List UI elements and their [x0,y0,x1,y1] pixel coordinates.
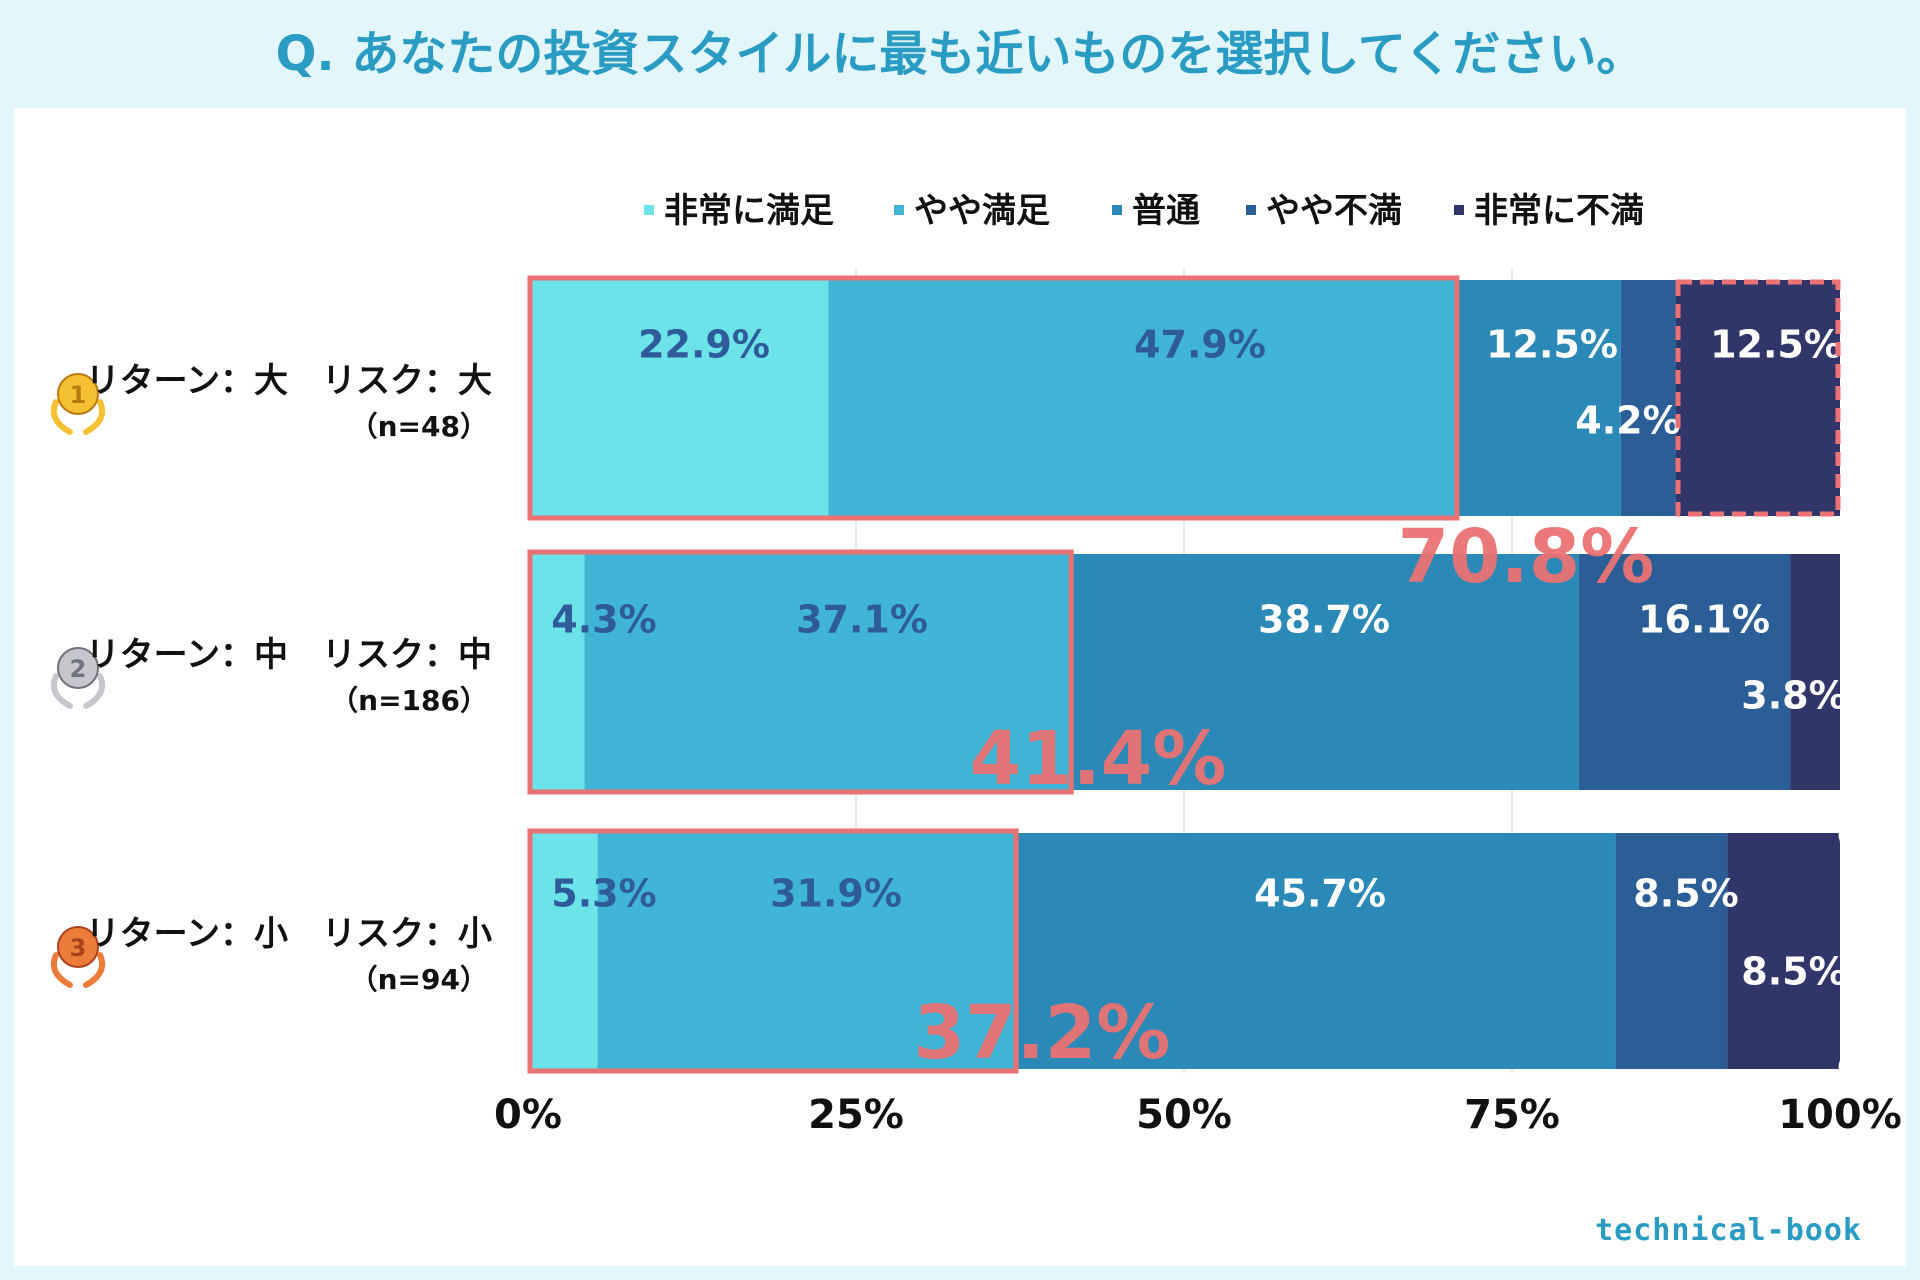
data-label-r3-s4: 8.5% [1633,872,1738,916]
x-tick-label-4: 75% [1464,1092,1560,1138]
x-tick-label-5: 100% [1778,1092,1902,1138]
category-label-r2: リターン：中 リスク：中 [86,635,492,675]
satisfied-total-label-r1: 70.8% [1398,514,1655,600]
bar-segment-r1-s5 [1676,280,1840,516]
legend-marker-3 [1112,205,1122,215]
legend-label-4: やや不満 [1266,191,1402,231]
bar-segment-r3-s3 [1016,833,1616,1069]
legend-label-3: 普通 [1132,191,1200,231]
data-label-r3-s2: 31.9% [770,872,902,916]
highlight-box-r2 [527,549,1074,795]
bar-end-cap [1820,554,1840,790]
bar-segment-r1-s2 [828,280,1457,516]
chart-panel: 非常に満足 やや満足 普通 やや不満 非常に不満 22.9% 47.9% 12.5% 4.2% 1… [14,108,1906,1266]
medal-laurel-right [83,673,106,709]
legend-marker-4 [1246,205,1256,215]
data-label-r3-s1: 5.3% [551,872,656,916]
medal-rank: 1 [70,381,87,409]
satisfied-total-label-r3: 37.2% [914,990,1171,1076]
bar-segment-r1-s3 [1456,280,1621,516]
data-label-r1-s4: 4.2% [1575,399,1680,443]
bar-segment-r1-s4 [1620,280,1676,516]
watermark-logo: technical-book [1595,1213,1862,1248]
medal-rank: 3 [70,934,87,962]
medal-icon [57,647,99,689]
legend-marker-1 [644,205,654,215]
x-tick-label-3: 50% [1136,1092,1232,1138]
bar-segment-r3-s4 [1615,833,1728,1069]
x-tick-label-2: 25% [808,1092,904,1138]
bar-segment-r2-s1 [528,554,585,790]
highlight-dashed-box [1675,279,1841,517]
legend-label-5: 非常に不満 [1474,191,1644,231]
data-label-r3-s5: 8.5% [1741,950,1846,994]
legend-label-2: やや満足 [914,191,1050,231]
data-label-r2-s5: 3.8% [1741,674,1846,718]
stacked-bar-chart: 非常に満足 やや満足 普通 やや不満 非常に不満 22.9% 47.9% 12.5% 4.2% 1… [50,191,1902,1138]
medal-laurel-right [83,952,106,988]
data-label-r2-s3: 38.7% [1258,598,1390,642]
medal-icon [57,926,99,968]
highlight-box-r3 [527,828,1019,1074]
data-label-r2-s4: 16.1% [1638,598,1770,642]
bar-segment-r3-s2 [597,833,1017,1069]
legend-marker-5 [1454,205,1464,215]
data-label-r3-s3: 45.7% [1254,872,1386,916]
bar-segment-r1-s1 [528,280,829,516]
data-label-r1-s3: 12.5% [1486,323,1618,367]
bar-segment-r2-s2 [584,554,1072,790]
data-label-r1-s2: 47.9% [1134,323,1266,367]
category-n-r3: （n=94） [350,963,488,996]
data-label-r2-s2: 37.1% [796,598,928,642]
bar-end-cap [1820,833,1840,1069]
category-label-r1: リターン：大 リスク：大 [86,361,492,401]
data-label-r1-s1: 22.9% [638,323,770,367]
medal-laurel-left [50,673,73,709]
bar-segment-r3-s1 [528,833,598,1069]
data-label-r1-s5: 12.5% [1710,323,1842,367]
data-label-r2-s1: 4.3% [551,598,656,642]
bar-end-cap [1820,280,1840,516]
bar-segment-r2-s3 [1071,554,1579,790]
medal-laurel-right [83,399,106,435]
legend-marker-2 [894,205,904,215]
category-label-r3: リターン：小 リスク：小 [86,914,492,954]
medal-rank: 2 [70,655,87,683]
satisfied-total-label-r2: 41.4% [970,716,1227,802]
page-title: Q. あなたの投資スタイルに最も近いものを選択してください。 [275,26,1645,82]
bar-segment-r2-s4 [1578,554,1791,790]
category-n-r1: （n=48） [350,410,488,443]
category-n-r2: （n=186） [330,684,488,717]
medal-icon [57,373,99,415]
highlight-box-r1 [527,275,1460,521]
legend-label-1: 非常に満足 [664,191,834,231]
medal-laurel-left [50,952,73,988]
x-tick-label-1: 0% [494,1092,562,1138]
medal-laurel-left [50,399,73,435]
